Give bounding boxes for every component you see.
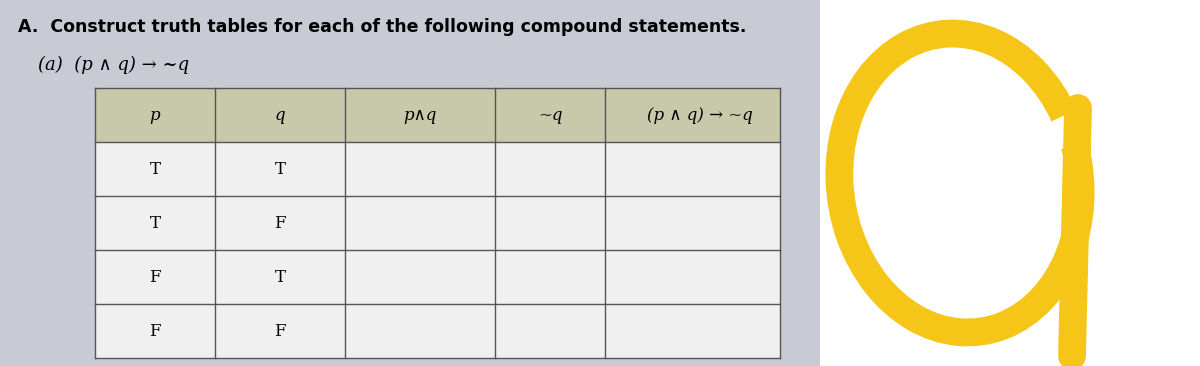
Text: (a)  (p ∧ q) → ~q: (a) (p ∧ q) → ~q [38,56,190,74]
Text: (p ∧ q) → ~q: (p ∧ q) → ~q [647,107,752,123]
Text: T: T [275,161,286,178]
Bar [95,142,780,196]
Text: A.  Construct truth tables for each of the following compound statements.: A. Construct truth tables for each of th… [18,18,746,36]
Bar [780,0,1200,366]
Bar [95,88,780,142]
Bar [95,304,780,358]
Text: p∧q: p∧q [403,107,437,123]
Text: F: F [149,269,161,285]
Bar [95,250,780,304]
Bar [95,196,780,250]
Text: T: T [275,269,286,285]
Text: T: T [150,161,161,178]
Text: ~q: ~q [538,107,563,123]
Text: F: F [149,322,161,340]
Bar [0,0,820,366]
Text: F: F [274,214,286,232]
Text: p: p [150,107,161,123]
Text: F: F [274,322,286,340]
Text: q: q [275,107,286,123]
Text: T: T [150,214,161,232]
